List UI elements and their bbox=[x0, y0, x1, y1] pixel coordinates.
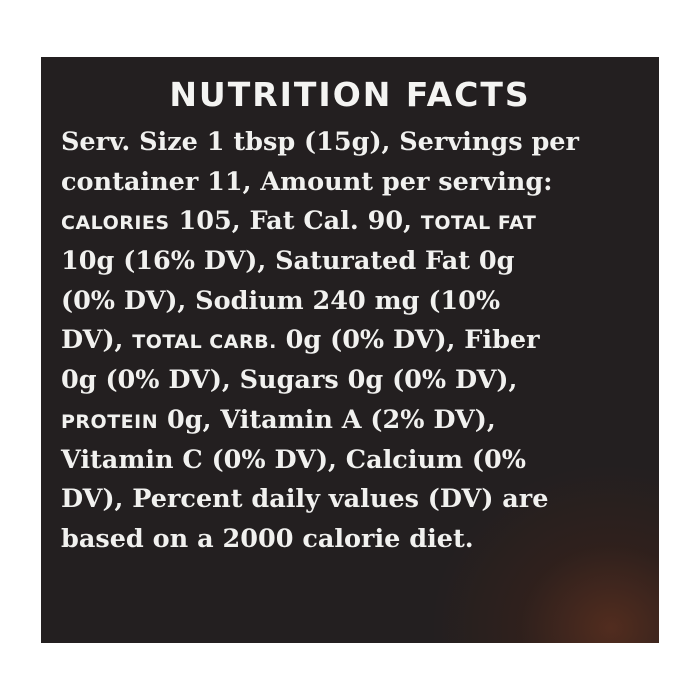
nutrition-facts-heading: NUTRITION FACTS bbox=[169, 75, 531, 114]
text-line: 10g (16% DV), Saturated Fat 0g bbox=[61, 242, 651, 282]
text-line: DV), Percent daily values (DV) are bbox=[61, 480, 651, 520]
calories-label: CALORIES bbox=[61, 212, 170, 235]
text-run: 0g (0% DV), Sugars 0g (0% DV), bbox=[61, 365, 518, 396]
text-line: DV), TOTAL CARB. 0g (0% DV), Fiber bbox=[61, 321, 651, 361]
text-line: PROTEIN 0g, Vitamin A (2% DV), bbox=[61, 401, 651, 441]
text-run: 10g (16% DV), Saturated Fat 0g bbox=[61, 246, 515, 277]
text-line: CALORIES 105, Fat Cal. 90, TOTAL FAT bbox=[61, 202, 651, 242]
text-run: 105, Fat Cal. 90, bbox=[169, 206, 421, 237]
nutrition-label-panel: NUTRITION FACTS Serv. Size 1 tbsp (15g),… bbox=[41, 57, 659, 643]
text-run: Serv. Size 1 tbsp (15g), Servings per bbox=[61, 127, 579, 157]
text-run: based on a 2000 calorie diet. bbox=[61, 523, 474, 554]
nutrition-facts-body: Serv. Size 1 tbsp (15g), Servings per co… bbox=[61, 123, 651, 560]
protein-label: PROTEIN bbox=[61, 410, 159, 433]
text-run: Vitamin C (0% DV), Calcium (0% bbox=[61, 444, 526, 475]
text-line: Serv. Size 1 tbsp (15g), Servings per bbox=[61, 123, 651, 163]
text-line: based on a 2000 calorie diet. bbox=[61, 520, 651, 560]
text-line: container 11, Amount per serving: bbox=[61, 163, 651, 203]
text-run: (0% DV), Sodium 240 mg (10% bbox=[61, 285, 501, 316]
total-carb-label: TOTAL CARB. bbox=[132, 331, 277, 354]
text-run: container 11, Amount per serving: bbox=[61, 166, 553, 197]
text-run: 0g (0% DV), Fiber bbox=[276, 325, 540, 356]
text-line: (0% DV), Sodium 240 mg (10% bbox=[61, 282, 651, 322]
text-run: DV), bbox=[61, 325, 133, 356]
text-run: DV), Percent daily values (DV) are bbox=[61, 484, 549, 515]
text-run: 0g, Vitamin A (2% DV), bbox=[158, 404, 496, 435]
total-fat-label: TOTAL FAT bbox=[420, 212, 537, 235]
product-contents-glow bbox=[429, 463, 659, 643]
text-line: 0g (0% DV), Sugars 0g (0% DV), bbox=[61, 361, 651, 401]
text-line: Vitamin C (0% DV), Calcium (0% bbox=[61, 441, 651, 481]
